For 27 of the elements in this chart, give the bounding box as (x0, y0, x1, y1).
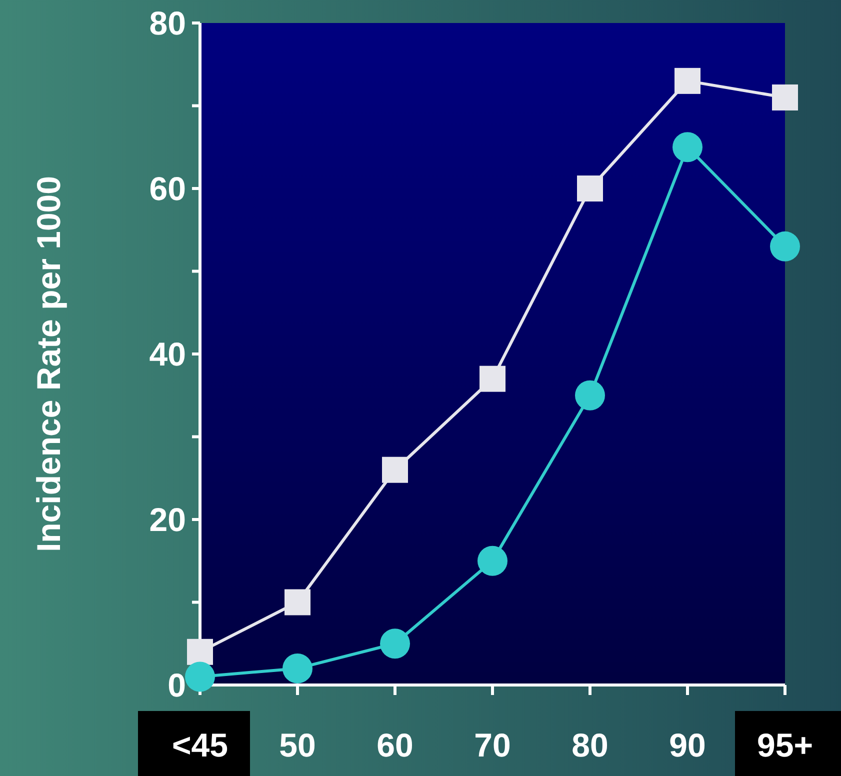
x-tick-label: 95+ (757, 726, 813, 764)
point (577, 176, 603, 202)
y-tick-label: 40 (149, 336, 186, 373)
point (380, 628, 410, 659)
point (284, 589, 310, 616)
y-tick-label: 80 (149, 4, 186, 42)
point (478, 546, 508, 576)
point (674, 68, 700, 94)
point (672, 132, 702, 162)
x-tick-label: 70 (474, 726, 511, 764)
y-axis-title: Incidence Rate per 1000 (30, 176, 67, 552)
y-tick-label: 60 (149, 170, 186, 208)
point (480, 366, 506, 392)
x-tick-label: 60 (376, 726, 414, 764)
x-tick-label: 80 (572, 726, 608, 764)
y-tick-label: 20 (149, 501, 186, 538)
point (770, 231, 800, 262)
y-tick-label: 0 (168, 666, 186, 704)
point (772, 84, 798, 110)
point (187, 638, 213, 665)
point (282, 653, 312, 684)
point (382, 456, 408, 483)
x-tick-label: <45 (172, 726, 228, 764)
point (575, 380, 605, 410)
point (185, 662, 215, 692)
x-tick-label: 50 (279, 726, 316, 764)
x-tick-label: 90 (669, 726, 706, 764)
